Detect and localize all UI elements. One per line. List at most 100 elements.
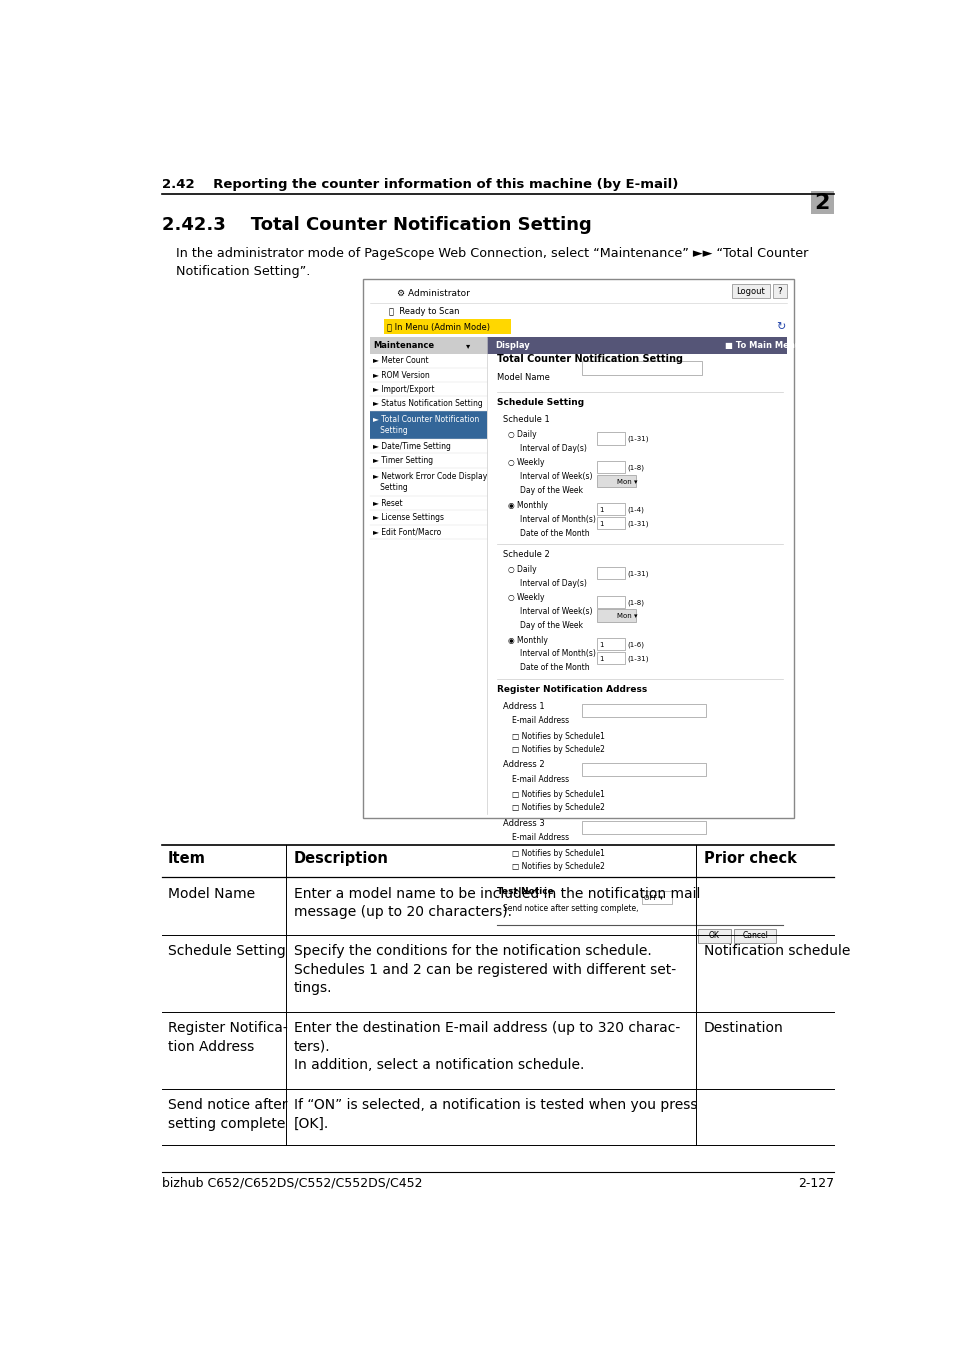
Text: ▾: ▾ xyxy=(466,340,470,350)
Text: Interval of Month(s): Interval of Month(s) xyxy=(519,514,596,524)
Text: □ Notifies by Schedule1: □ Notifies by Schedule1 xyxy=(512,732,604,741)
Text: ► Status Notification Setting: ► Status Notification Setting xyxy=(373,400,482,408)
Bar xyxy=(597,460,624,472)
Bar xyxy=(597,567,624,579)
Bar xyxy=(733,929,776,942)
Text: Display: Display xyxy=(495,340,529,350)
Text: OK: OK xyxy=(708,931,720,941)
Text: ○ Daily: ○ Daily xyxy=(508,564,537,574)
Bar xyxy=(597,595,624,608)
Bar xyxy=(581,705,705,717)
Text: Interval of Day(s): Interval of Day(s) xyxy=(519,444,586,452)
Text: Address 1: Address 1 xyxy=(502,702,544,710)
Bar xyxy=(363,279,793,818)
Text: Enter a model name to be included in the notification mail
message (up to 20 cha: Enter a model name to be included in the… xyxy=(294,887,700,919)
Text: 2.42    Reporting the counter information of this machine (by E-mail): 2.42 Reporting the counter information o… xyxy=(162,178,678,192)
Text: Interval of Week(s): Interval of Week(s) xyxy=(519,472,592,482)
Text: Schedule 1: Schedule 1 xyxy=(502,416,549,424)
Text: 1: 1 xyxy=(598,641,603,648)
Text: Specify the conditions for the notification schedule.
Schedules 1 and 2 can be r: Specify the conditions for the notificat… xyxy=(294,944,675,995)
Bar xyxy=(597,432,624,444)
Text: ■ To Main Menu: ■ To Main Menu xyxy=(724,340,801,350)
Text: □ Notifies by Schedule2: □ Notifies by Schedule2 xyxy=(512,745,604,753)
Text: Date of the Month: Date of the Month xyxy=(519,528,589,537)
Text: E-mail Address: E-mail Address xyxy=(512,833,569,842)
Text: 2-127: 2-127 xyxy=(797,1177,833,1189)
Text: Mon ▾: Mon ▾ xyxy=(617,478,637,485)
Text: ○ Weekly: ○ Weekly xyxy=(508,459,544,467)
Text: Model Name: Model Name xyxy=(497,373,549,382)
Text: E-mail Address: E-mail Address xyxy=(512,775,569,784)
Bar xyxy=(597,504,624,516)
Bar xyxy=(772,285,785,298)
Text: ► Timer Setting: ► Timer Setting xyxy=(373,456,433,464)
Text: Send notice after
setting complete: Send notice after setting complete xyxy=(168,1099,287,1131)
Bar xyxy=(597,637,624,651)
Text: Model Name: Model Name xyxy=(168,887,255,900)
Text: Register Notification Address: Register Notification Address xyxy=(497,684,646,694)
Text: In the administrator mode of PageScope Web Connection, select “Maintenance” ►► “: In the administrator mode of PageScope W… xyxy=(175,247,807,278)
Text: ?: ? xyxy=(777,286,781,296)
Text: ↻: ↻ xyxy=(776,321,785,332)
Text: Mon ▾: Mon ▾ xyxy=(617,613,637,620)
Text: Description: Description xyxy=(294,850,388,867)
Text: ○ Daily: ○ Daily xyxy=(508,429,537,439)
Bar xyxy=(369,336,487,354)
Bar xyxy=(581,360,701,374)
Text: ► License Settings: ► License Settings xyxy=(373,513,444,522)
Text: 🖨  Ready to Scan: 🖨 Ready to Scan xyxy=(389,306,459,316)
Bar xyxy=(641,891,671,904)
Bar xyxy=(731,285,769,298)
Text: Interval of Month(s): Interval of Month(s) xyxy=(519,649,596,659)
Bar xyxy=(581,763,705,776)
Text: Notification schedule: Notification schedule xyxy=(703,944,849,958)
Bar xyxy=(597,475,636,487)
Text: Send notice after setting complete,: Send notice after setting complete, xyxy=(502,903,638,913)
Bar xyxy=(810,192,833,215)
Text: (1-31): (1-31) xyxy=(626,521,648,526)
Text: □ Notifies by Schedule1: □ Notifies by Schedule1 xyxy=(512,849,604,857)
Text: Test Notice: Test Notice xyxy=(497,887,553,895)
Text: ► Import/Export: ► Import/Export xyxy=(373,385,435,394)
Text: Maintenance: Maintenance xyxy=(373,340,435,350)
Text: Schedule 2: Schedule 2 xyxy=(502,549,549,559)
Text: □ Notifies by Schedule2: □ Notifies by Schedule2 xyxy=(512,803,604,813)
Text: Day of the Week: Day of the Week xyxy=(519,621,582,630)
Text: ► Network Error Code Display
   Setting: ► Network Error Code Display Setting xyxy=(373,472,487,491)
Text: Address 2: Address 2 xyxy=(502,760,544,770)
Text: 1: 1 xyxy=(598,656,603,662)
Text: □ Notifies by Schedule2: □ Notifies by Schedule2 xyxy=(512,861,604,871)
Bar xyxy=(698,929,730,942)
Text: Destination: Destination xyxy=(703,1022,782,1035)
Text: 📦 In Menu (Admin Mode): 📦 In Menu (Admin Mode) xyxy=(386,323,489,331)
Text: Enter the destination E-mail address (up to 320 charac-
ters).
In addition, sele: Enter the destination E-mail address (up… xyxy=(294,1022,679,1072)
Bar xyxy=(369,410,487,439)
Text: ► Meter Count: ► Meter Count xyxy=(373,356,429,366)
Text: (1-31): (1-31) xyxy=(626,571,648,578)
Text: 2: 2 xyxy=(814,193,829,213)
Text: Date of the Month: Date of the Month xyxy=(519,663,589,672)
Text: (1-31): (1-31) xyxy=(626,436,648,443)
Text: Interval of Day(s): Interval of Day(s) xyxy=(519,579,586,587)
Text: ► Reset: ► Reset xyxy=(373,498,403,508)
Text: (1-4): (1-4) xyxy=(626,506,643,513)
Text: 1: 1 xyxy=(598,508,603,513)
Text: (1-8): (1-8) xyxy=(626,464,643,471)
Bar xyxy=(597,517,624,529)
Text: OFF ▾: OFF ▾ xyxy=(643,895,662,900)
Text: Schedule Setting: Schedule Setting xyxy=(168,944,286,958)
Text: Schedule Setting: Schedule Setting xyxy=(497,398,583,408)
Text: 2.42.3    Total Counter Notification Setting: 2.42.3 Total Counter Notification Settin… xyxy=(162,216,591,234)
Text: If “ON” is selected, a notification is tested when you press
[OK].: If “ON” is selected, a notification is t… xyxy=(294,1099,697,1131)
Text: ◉ Monthly: ◉ Monthly xyxy=(508,636,548,644)
Text: Day of the Week: Day of the Week xyxy=(519,486,582,495)
Text: Cancel: Cancel xyxy=(741,931,767,941)
Text: □ Notifies by Schedule1: □ Notifies by Schedule1 xyxy=(512,790,604,799)
Text: Address 3: Address 3 xyxy=(502,819,544,828)
Text: ○ Weekly: ○ Weekly xyxy=(508,593,544,602)
Text: ◉ Monthly: ◉ Monthly xyxy=(508,501,548,510)
Text: (1-8): (1-8) xyxy=(626,599,643,606)
Text: 1: 1 xyxy=(598,521,603,526)
Text: E-mail Address: E-mail Address xyxy=(512,717,569,725)
Text: ► Edit Font/Macro: ► Edit Font/Macro xyxy=(373,528,441,536)
